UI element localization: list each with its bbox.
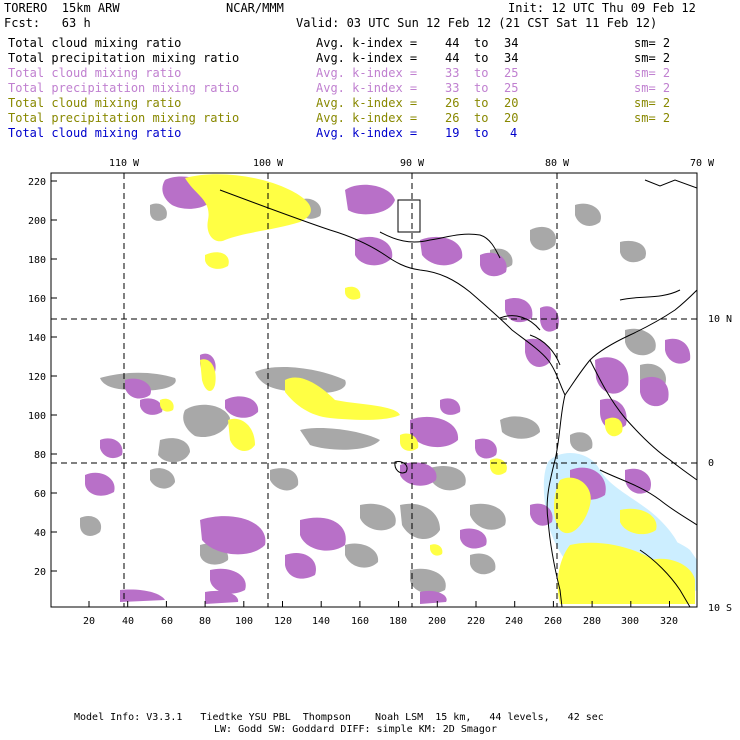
x-tick-label: 60 [161,616,173,627]
y-tick-label: 180 [28,255,46,266]
legend-field: Total cloud mixing ratio [8,96,182,110]
legend-to: 20 [504,111,519,125]
longitude-label: 80 W [545,158,570,169]
legend-from: 26 [445,111,460,125]
organization-label: NCAR/MMM [226,1,284,15]
legend-from: 44 [445,51,460,65]
init-time: Init: 12 UTC Thu 09 Feb 12 [508,1,696,15]
legend-sm: sm= 2 [634,51,671,65]
x-tick-label: 320 [660,616,678,627]
legend-to-word: to [474,81,489,95]
x-tick-label: 80 [199,616,211,627]
y-tick-label: 200 [28,216,46,227]
legend-to-word: to [474,96,489,110]
x-tick-label: 300 [621,616,639,627]
legend-field: Total cloud mixing ratio [8,36,182,50]
legend-index: Avg. k-index = [316,51,418,65]
legend-to-word: to [474,51,489,65]
y-tick-label: 140 [28,333,46,344]
legend-field: Total precipitation mixing ratio [8,111,240,125]
coastline [219,179,697,607]
x-tick-label: 40 [122,616,134,627]
cloud-fields [80,174,697,604]
yellow-field [160,174,695,604]
legend-field: Total precipitation mixing ratio [8,51,240,65]
legend-index: Avg. k-index = [316,126,418,140]
legend-from: 44 [445,36,460,50]
x-axis-ticks [88,601,670,607]
legend-sm: sm= 2 [634,81,671,95]
legend-to: 25 [504,66,519,80]
x-tick-label: 140 [312,616,330,627]
x-tick-label: 20 [83,616,95,627]
longitude-label: 110 W [109,158,140,169]
x-tick-labels: 20 40 60 80 100 120 140 160 180 200 220 … [83,616,678,627]
x-tick-label: 220 [467,616,485,627]
y-tick-label: 220 [28,177,46,188]
legend-index: Avg. k-index = [316,81,418,95]
legend-field: Total cloud mixing ratio [8,126,182,140]
legend-index: Avg. k-index = [316,66,418,80]
purple-field [85,176,691,604]
x-tick-label: 180 [389,616,407,627]
latitude-labels: 10 N 0 10 S [708,314,732,614]
y-tick-labels: 220 200 180 160 140 120 100 80 60 40 20 [28,177,46,578]
y-tick-label: 60 [34,489,46,500]
legend-index: Avg. k-index = [316,36,418,50]
x-tick-label: 240 [505,616,523,627]
longitude-label: 100 W [253,158,284,169]
legend-field: Total cloud mixing ratio [8,66,182,80]
latitude-label: 10 S [708,603,732,614]
legend-sm: sm= 2 [634,36,671,50]
legend-field: Total precipitation mixing ratio [8,81,240,95]
y-tick-label: 160 [28,294,46,305]
x-tick-label: 160 [351,616,369,627]
y-tick-label: 100 [28,411,46,422]
legend-sm: sm= 2 [634,66,671,80]
legend-to-word: to [474,66,489,80]
forecast-hour: Fcst: 63 h [4,16,91,30]
lat-lon-grid [51,173,697,607]
model-title: TORERO 15km ARW [4,1,120,15]
x-tick-label: 100 [235,616,253,627]
valid-time: Valid: 03 UTC Sun 12 Feb 12 (21 CST Sat … [296,16,658,30]
longitude-label: 90 W [400,158,425,169]
legend-to: 34 [504,51,519,65]
legend-to-word: to [474,111,489,125]
plot-frame [50,172,698,608]
physics-info: LW: Godd SW: Goddard DIFF: simple KM: 2D… [214,724,497,735]
legend-from: 19 [445,126,460,140]
y-tick-label: 120 [28,372,46,383]
legend-sm: sm= 2 [634,96,671,110]
legend-to-word: to [474,36,489,50]
y-axis-ticks [51,180,57,572]
legend-from: 33 [445,81,460,95]
y-tick-label: 20 [34,567,46,578]
legend-from: 33 [445,66,460,80]
x-tick-label: 280 [583,616,601,627]
legend-from: 26 [445,96,460,110]
legend-index: Avg. k-index = [316,111,418,125]
legend-to: 34 [504,36,519,50]
legend-sm: sm= 2 [634,111,671,125]
model-info: Model Info: V3.3.1 Tiedtke YSU PBL Thomp… [74,712,604,723]
longitude-labels: 110 W 100 W 90 W 80 W 70 W [109,158,715,169]
latitude-label: 0 [708,458,714,469]
y-tick-label: 80 [34,450,46,461]
legend-to: 25 [504,81,519,95]
y-tick-label: 40 [34,528,46,539]
legend-to: 4 [510,126,518,140]
longitude-label: 70 W [690,158,715,169]
legend-to-word: to [474,126,489,140]
x-tick-label: 120 [274,616,292,627]
latitude-label: 10 N [708,314,732,325]
legend-to: 20 [504,96,519,110]
x-tick-label: 200 [428,616,446,627]
legend-index: Avg. k-index = [316,96,418,110]
x-tick-label: 260 [544,616,562,627]
